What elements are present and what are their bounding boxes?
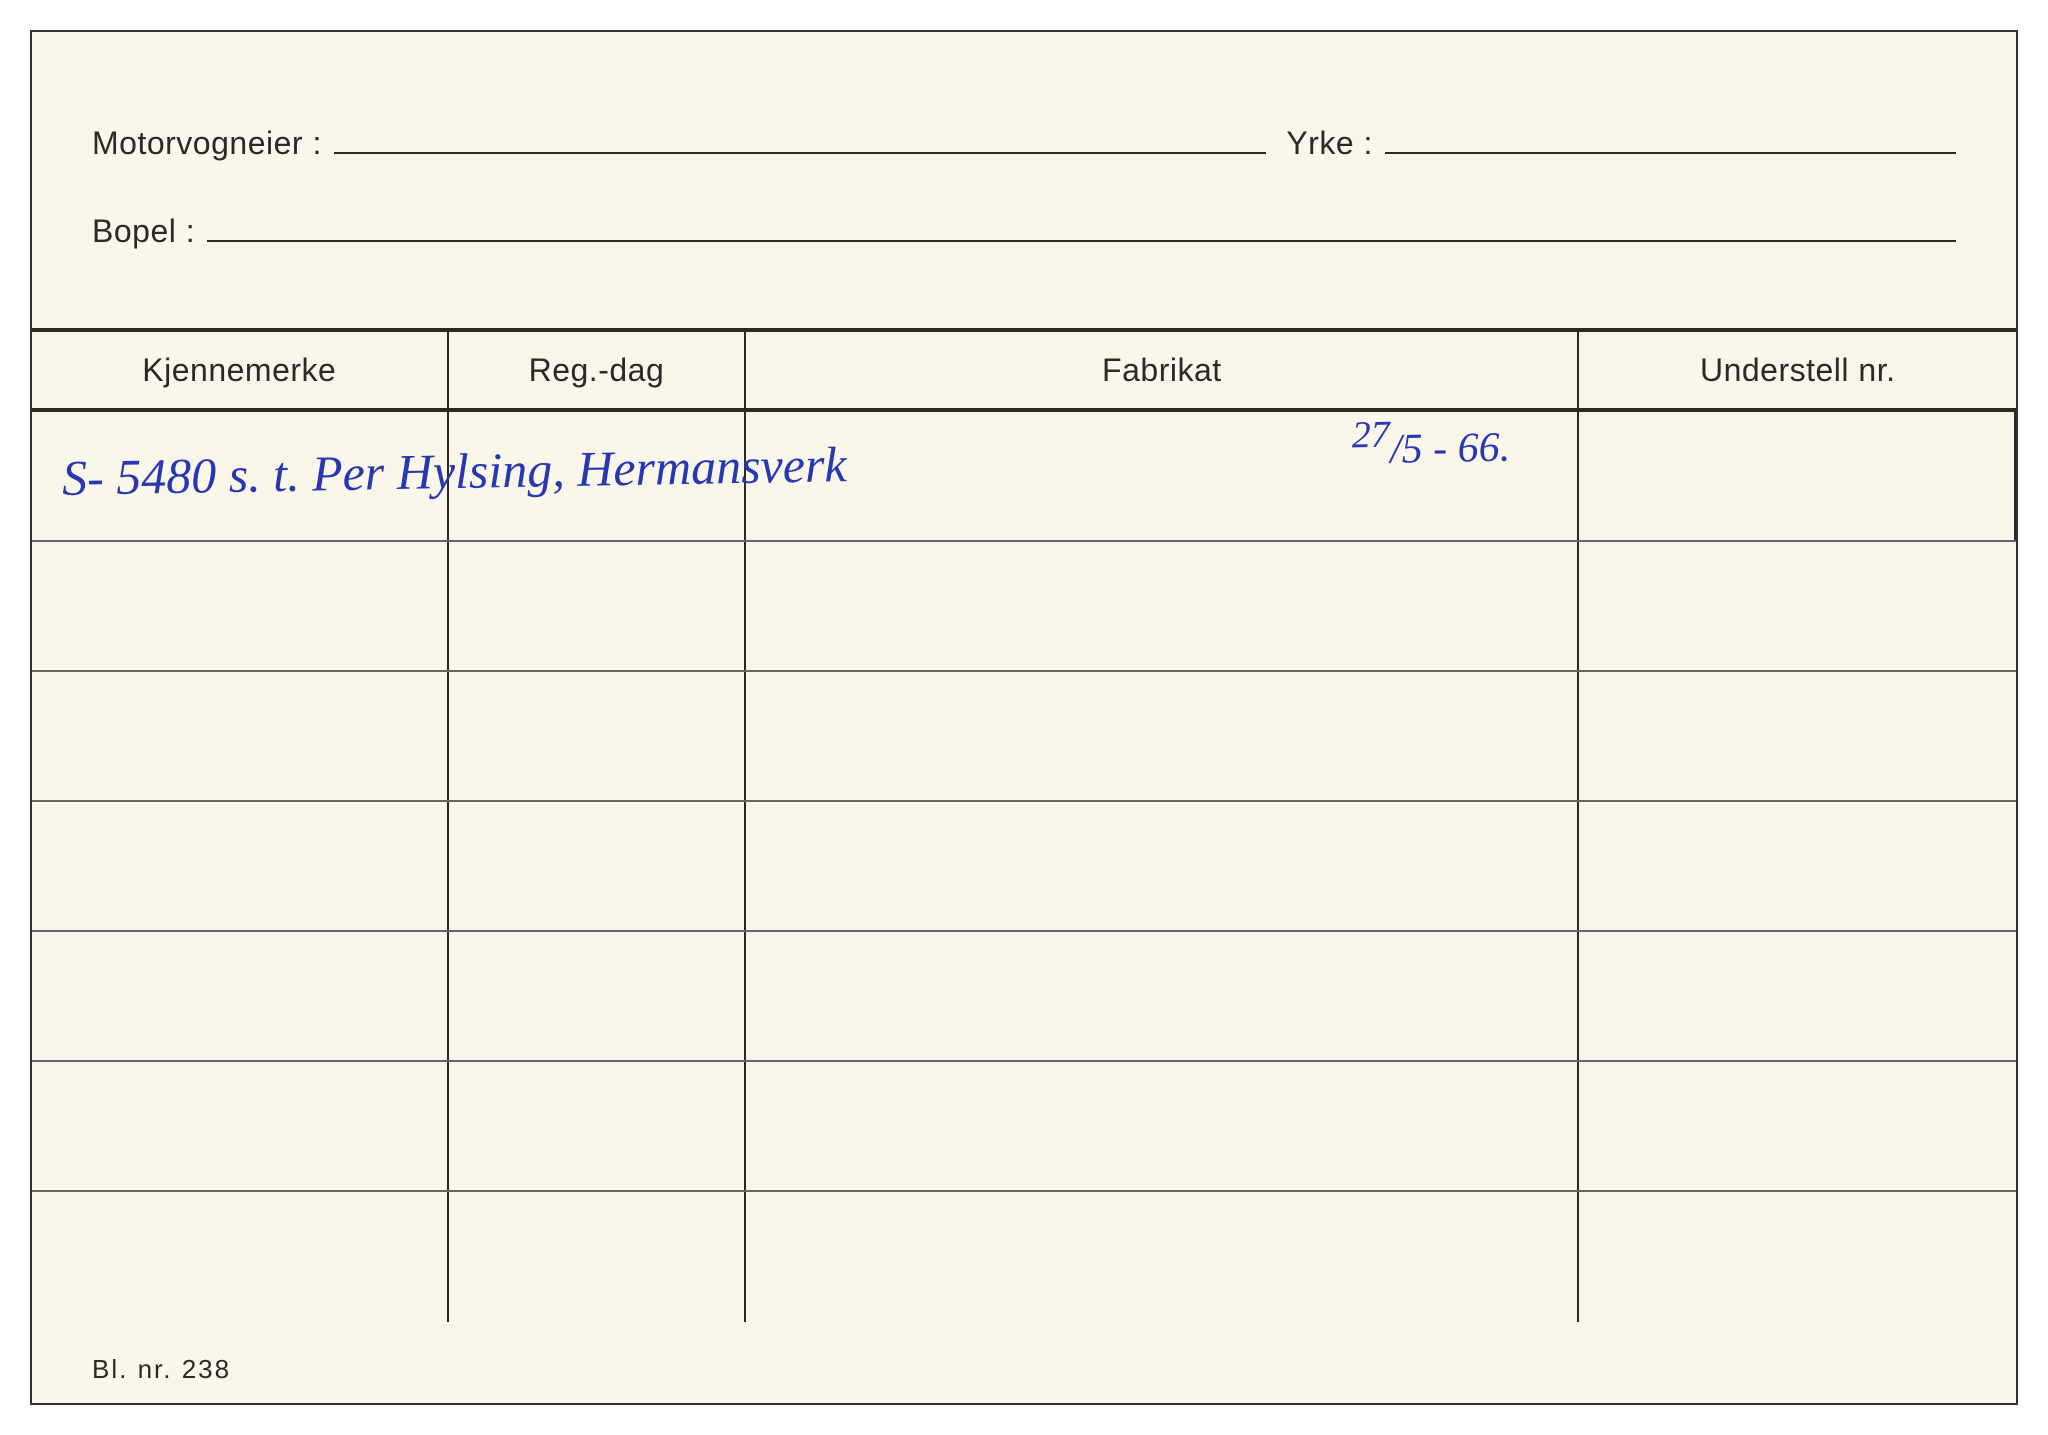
cell-understell <box>1579 802 2015 930</box>
table-row <box>32 542 2016 672</box>
cell-fabrikat <box>746 1062 1579 1190</box>
cell-regdag <box>449 542 747 670</box>
date-numerator: 27 <box>1351 414 1390 457</box>
cell-kjennemerke <box>32 802 449 930</box>
cell-understell <box>1579 412 2015 540</box>
col-header-understell: Understell nr. <box>1579 332 2015 408</box>
table-row <box>32 932 2016 1062</box>
cell-fabrikat <box>746 802 1579 930</box>
motorvogneier-label: Motorvogneier : <box>92 125 322 162</box>
registration-card: Motorvogneier : Yrke : Bopel : Kjennemer… <box>30 30 2018 1405</box>
col-header-kjennemerke: Kjennemerke <box>32 332 449 408</box>
cell-fabrikat <box>746 1192 1579 1322</box>
motorvogneier-value-line <box>334 122 1266 154</box>
header-fields: Motorvogneier : Yrke : Bopel : <box>32 32 2016 328</box>
motorvogneier-group: Motorvogneier : <box>92 122 1266 162</box>
cell-understell <box>1579 542 2015 670</box>
cell-kjennemerke <box>32 672 449 800</box>
cell-understell <box>1579 672 2015 800</box>
table-row <box>32 1192 2016 1322</box>
bopel-value-line <box>207 210 1956 242</box>
form-number: Bl. nr. 238 <box>92 1354 231 1385</box>
cell-regdag <box>449 1062 747 1190</box>
date-rest: /5 - 66. <box>1390 425 1511 473</box>
table-row <box>32 802 2016 932</box>
cell-understell <box>1579 932 2015 1060</box>
cell-kjennemerke <box>32 1192 449 1322</box>
cell-understell <box>1579 1062 2015 1190</box>
yrke-group: Yrke : <box>1286 122 1956 162</box>
yrke-label: Yrke : <box>1286 125 1373 162</box>
cell-kjennemerke <box>32 542 449 670</box>
cell-regdag <box>449 932 747 1060</box>
table-row <box>32 1062 2016 1192</box>
col-header-fabrikat: Fabrikat <box>746 332 1579 408</box>
registration-table: Kjennemerke Reg.-dag Fabrikat Understell… <box>32 328 2016 1322</box>
cell-fabrikat <box>746 932 1579 1060</box>
cell-kjennemerke <box>32 1062 449 1190</box>
cell-fabrikat <box>746 672 1579 800</box>
cell-regdag <box>449 1192 747 1322</box>
cell-fabrikat <box>746 542 1579 670</box>
handwritten-date: 27/5 - 66. <box>1352 421 1511 475</box>
bopel-label: Bopel : <box>92 213 195 250</box>
row-owner-yrke: Motorvogneier : Yrke : <box>92 122 1956 162</box>
col-header-regdag: Reg.-dag <box>449 332 747 408</box>
cell-regdag <box>449 672 747 800</box>
cell-kjennemerke <box>32 932 449 1060</box>
cell-understell <box>1579 1192 2015 1322</box>
table-row <box>32 672 2016 802</box>
cell-regdag <box>449 802 747 930</box>
yrke-value-line <box>1385 122 1956 154</box>
row-bopel: Bopel : <box>92 210 1956 250</box>
table-header-row: Kjennemerke Reg.-dag Fabrikat Understell… <box>32 332 2016 412</box>
table-row: S- 5480 s. t. Per Hylsing, Hermansverk 2… <box>32 412 2016 542</box>
